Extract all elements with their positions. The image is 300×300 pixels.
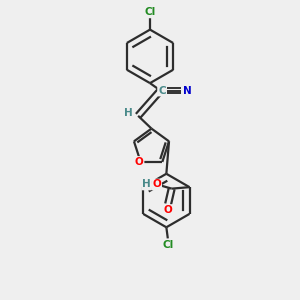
Text: Cl: Cl (144, 8, 156, 17)
Text: Cl: Cl (162, 239, 173, 250)
Text: H: H (124, 108, 133, 118)
Text: C: C (158, 85, 166, 96)
Text: O: O (135, 157, 143, 167)
Text: N: N (183, 85, 191, 96)
Text: O: O (164, 205, 172, 215)
Text: H: H (142, 179, 151, 190)
Text: O: O (152, 179, 161, 190)
